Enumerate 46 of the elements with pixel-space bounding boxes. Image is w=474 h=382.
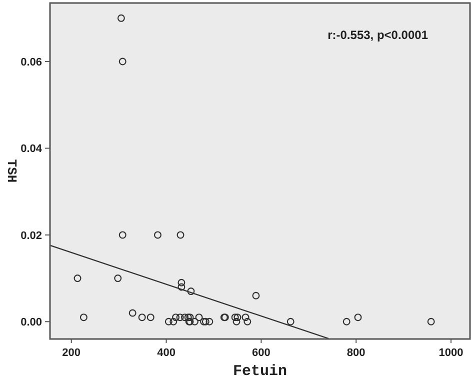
point [170,318,178,326]
point [128,309,136,317]
x-tick-label: 1000 [438,347,464,359]
point [80,314,88,322]
point [190,318,198,326]
point [118,58,126,66]
point [176,231,184,239]
point [342,318,350,326]
x-tick-label: 800 [346,347,366,359]
point [138,314,146,322]
point [286,318,294,326]
x-tick-label: 200 [62,347,81,359]
point [232,318,240,326]
x-axis-title: Fetuin [232,363,288,380]
point [178,278,186,286]
point [206,318,214,326]
point [354,314,362,322]
y-tick-label: 0.02 [20,230,42,242]
x-tick-label: 400 [157,347,176,359]
y-axis-title: TSH [4,159,19,183]
y-tick-label: 0.04 [20,143,43,156]
point [231,314,239,322]
point [195,314,203,322]
point [172,314,180,322]
annotation: r:-0.553, p<0.0001 [328,28,428,42]
point [186,314,194,322]
point [252,292,260,300]
point [184,314,192,322]
point [187,288,195,296]
point [244,318,252,326]
point [114,274,122,282]
point [154,231,162,239]
point [117,14,125,22]
y-tick-label: 0.00 [20,316,42,329]
y-tick-label: 0.06 [20,56,42,69]
point [234,314,242,322]
point [181,314,189,322]
x-tick-label: 600 [252,347,270,359]
point [176,314,184,322]
point [164,318,172,326]
point [242,314,250,322]
point [146,314,154,322]
point [427,318,435,326]
point [74,274,82,282]
point [178,283,186,291]
point [118,231,126,239]
